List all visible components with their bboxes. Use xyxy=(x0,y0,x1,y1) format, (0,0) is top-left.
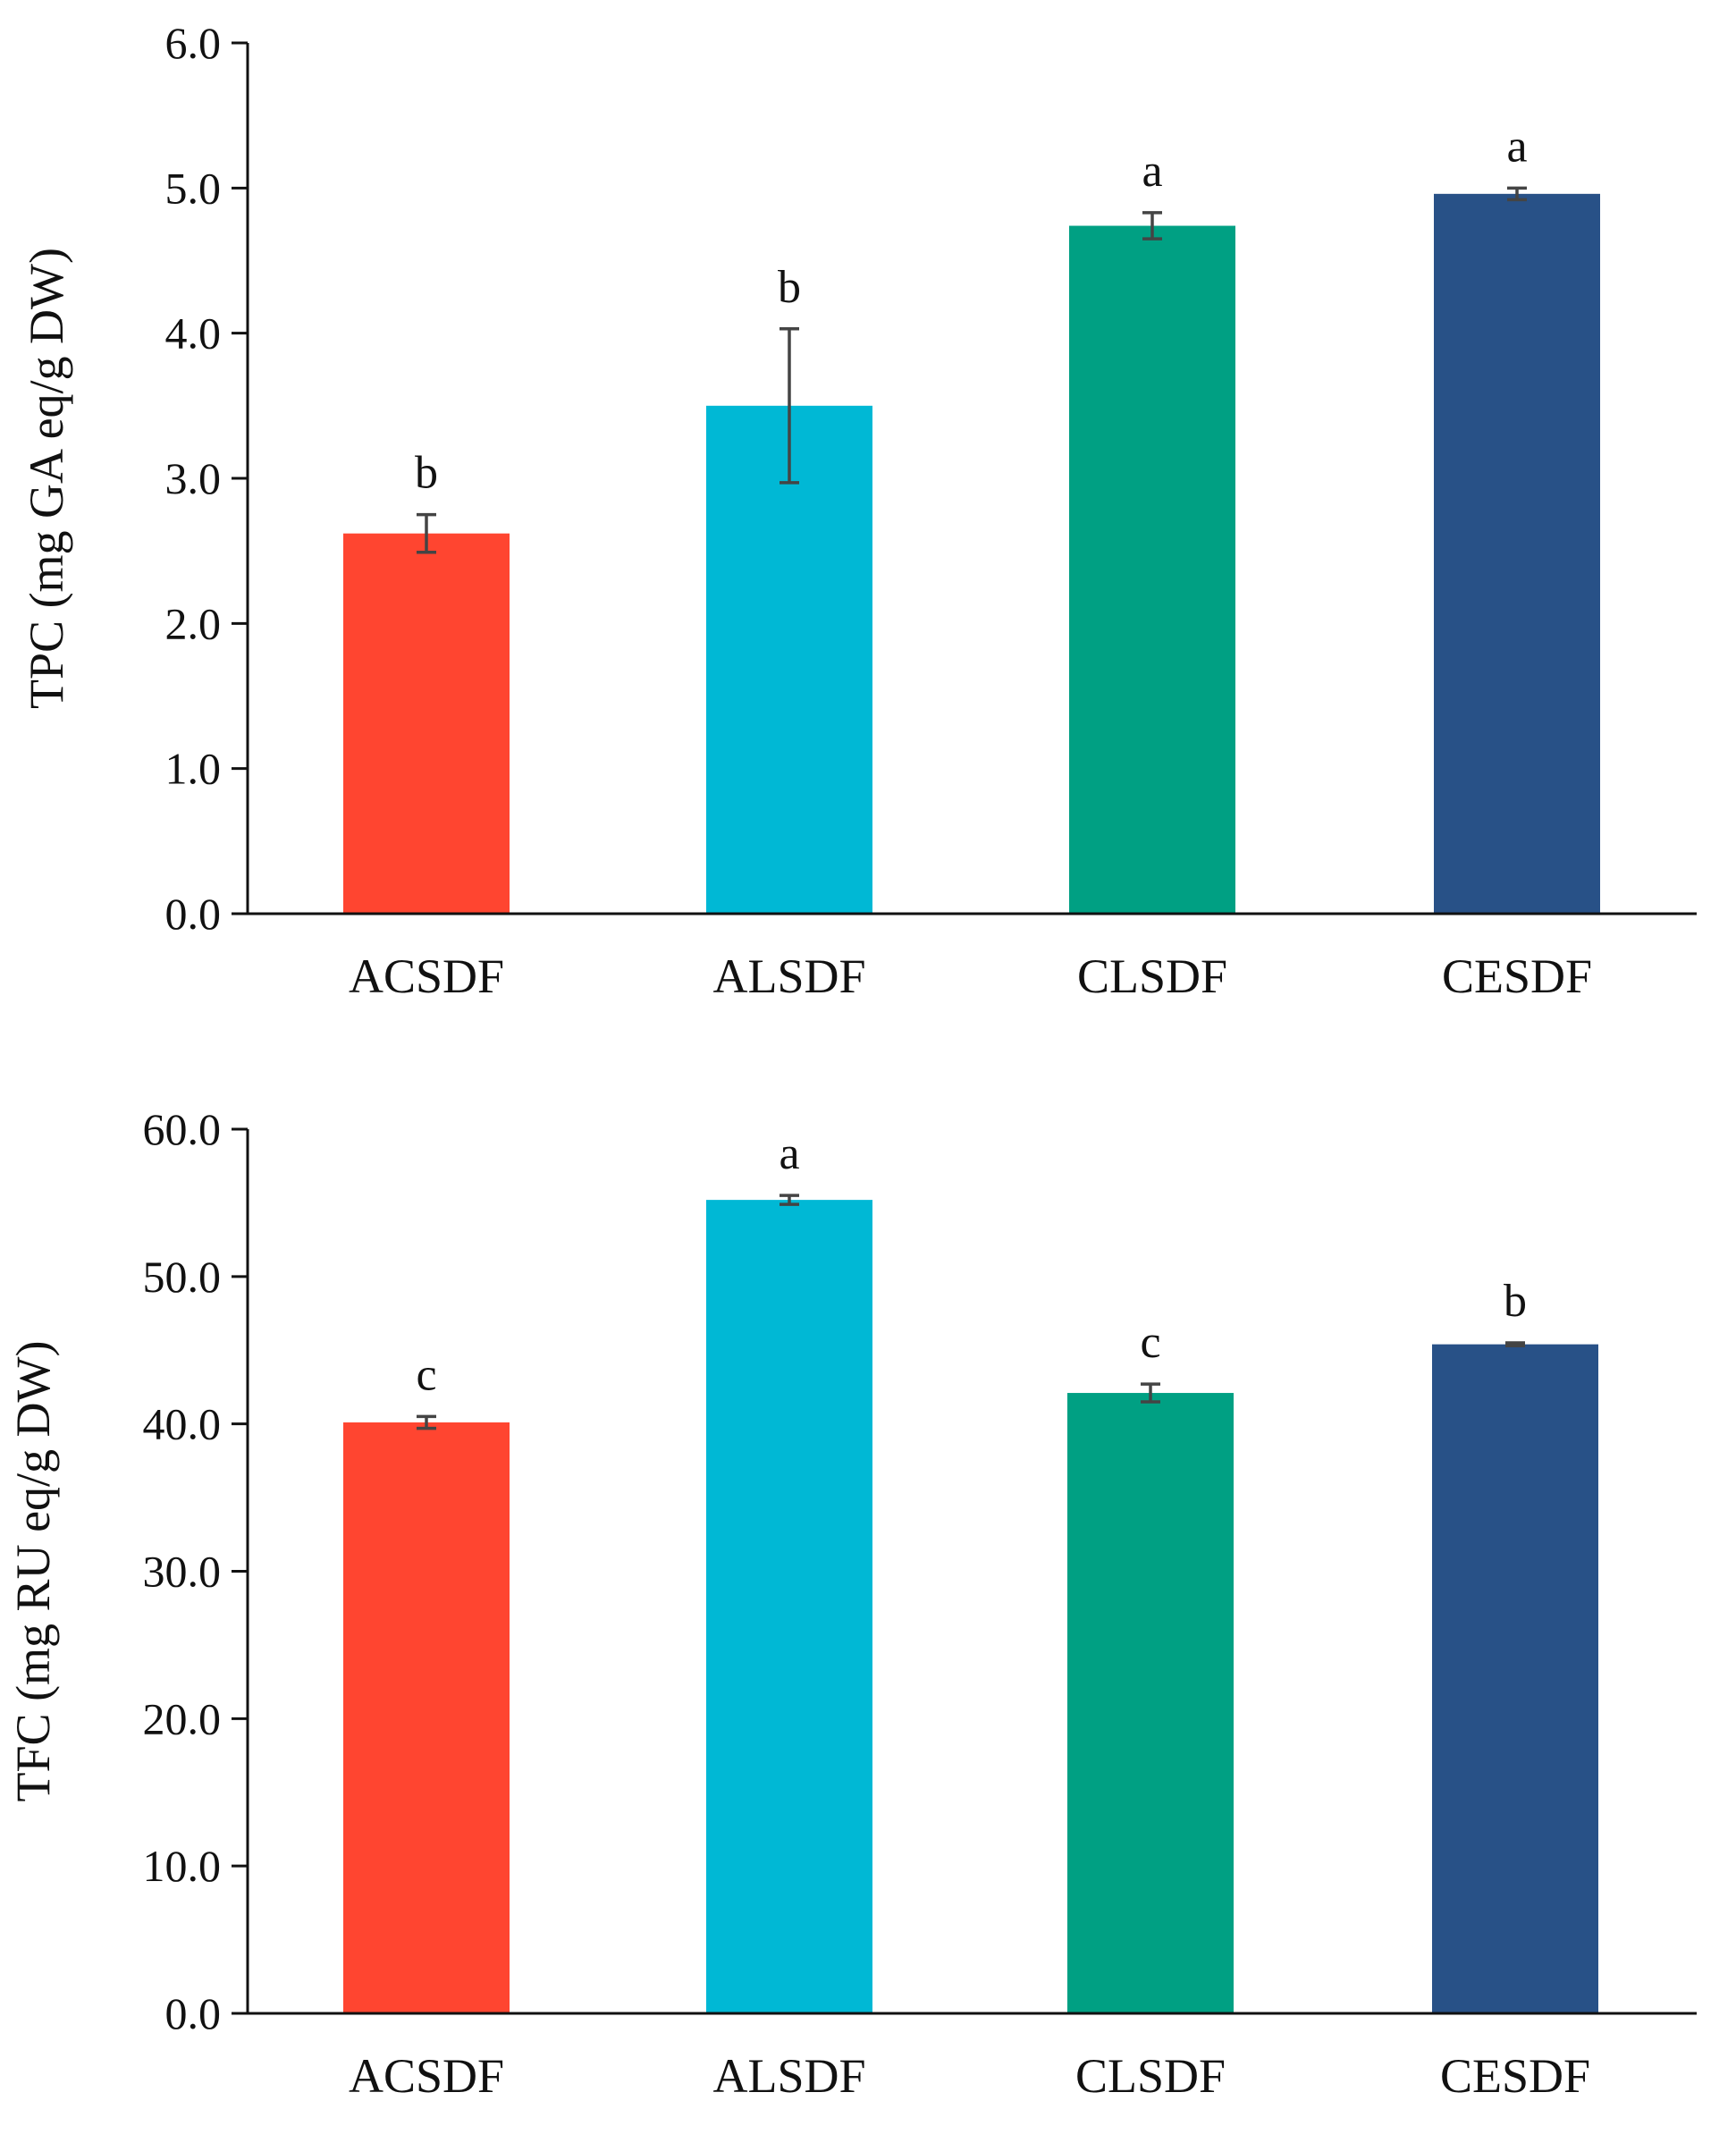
y-tick-label: 40.0 xyxy=(143,1399,222,1449)
y-tick-label: 60.0 xyxy=(143,1104,222,1154)
y-tick-label: 6.0 xyxy=(165,18,222,68)
tfc-chart: c a c b 0.0 10.0 20.0 30.0 40.0 50.0 60.0 ACSDF ALSD… xyxy=(6,1104,1697,2103)
error-bar-cesdf xyxy=(1507,186,1527,202)
bar-acsdf xyxy=(343,533,510,914)
bar-cesdf xyxy=(1432,1344,1598,2013)
bar-cesdf xyxy=(1434,193,1600,914)
error-bar-clsdf xyxy=(1142,211,1162,240)
bar-clsdf xyxy=(1069,225,1235,915)
significance-label: c xyxy=(1140,1317,1160,1368)
error-bar-alsdf xyxy=(780,1194,799,1206)
y-tick-label: 2.0 xyxy=(165,598,222,648)
significance-label: b xyxy=(778,262,801,313)
x-category-label: ACSDF xyxy=(349,2049,504,2103)
y-axis-title: TPC (mg GA eq/g DW) xyxy=(20,248,73,709)
error-bar-acsdf xyxy=(417,1414,436,1430)
significance-label: a xyxy=(1142,146,1162,197)
error-bar-acsdf xyxy=(417,512,436,554)
significance-label: b xyxy=(415,448,438,499)
x-category-label: CESDF xyxy=(1440,2049,1590,2103)
error-bar-cesdf xyxy=(1505,1341,1525,1348)
significance-label: b xyxy=(1504,1276,1527,1327)
x-category-label: ACSDF xyxy=(349,949,504,1003)
y-axis-title: TFC (mg RU eq/g DW) xyxy=(6,1341,60,1802)
x-category-label: ALSDF xyxy=(712,2049,865,2103)
bar-alsdf xyxy=(706,1200,872,2013)
error-bar-clsdf xyxy=(1141,1382,1160,1404)
x-category-label: CLSDF xyxy=(1077,949,1227,1003)
error-bar-alsdf xyxy=(780,327,799,485)
x-category-label: ALSDF xyxy=(712,949,865,1003)
y-tick-label: 20.0 xyxy=(143,1693,222,1743)
x-category-label: CLSDF xyxy=(1075,2049,1226,2103)
tpc-chart: b b a a 0.0 1.0 2.0 3.0 4.0 5.0 6.0 ACSDF ALSDF CLSDF… xyxy=(20,18,1697,1003)
y-tick-label: 1.0 xyxy=(165,744,222,794)
y-tick-label: 0.0 xyxy=(165,1988,222,2038)
significance-label: c xyxy=(416,1349,436,1400)
significance-label: a xyxy=(1506,121,1527,172)
bar-clsdf xyxy=(1067,1393,1234,2013)
y-tick-label: 5.0 xyxy=(165,163,222,213)
bar-alsdf xyxy=(706,405,872,914)
x-category-label: CESDF xyxy=(1442,949,1592,1003)
y-tick-label: 10.0 xyxy=(143,1841,222,1891)
significance-label: a xyxy=(779,1128,799,1179)
y-tick-label: 30.0 xyxy=(143,1547,222,1597)
y-tick-label: 50.0 xyxy=(143,1252,222,1302)
y-tick-label: 0.0 xyxy=(165,889,222,939)
bar-acsdf xyxy=(343,1422,510,2013)
y-tick-label: 3.0 xyxy=(165,453,222,503)
y-tick-label: 4.0 xyxy=(165,308,222,359)
